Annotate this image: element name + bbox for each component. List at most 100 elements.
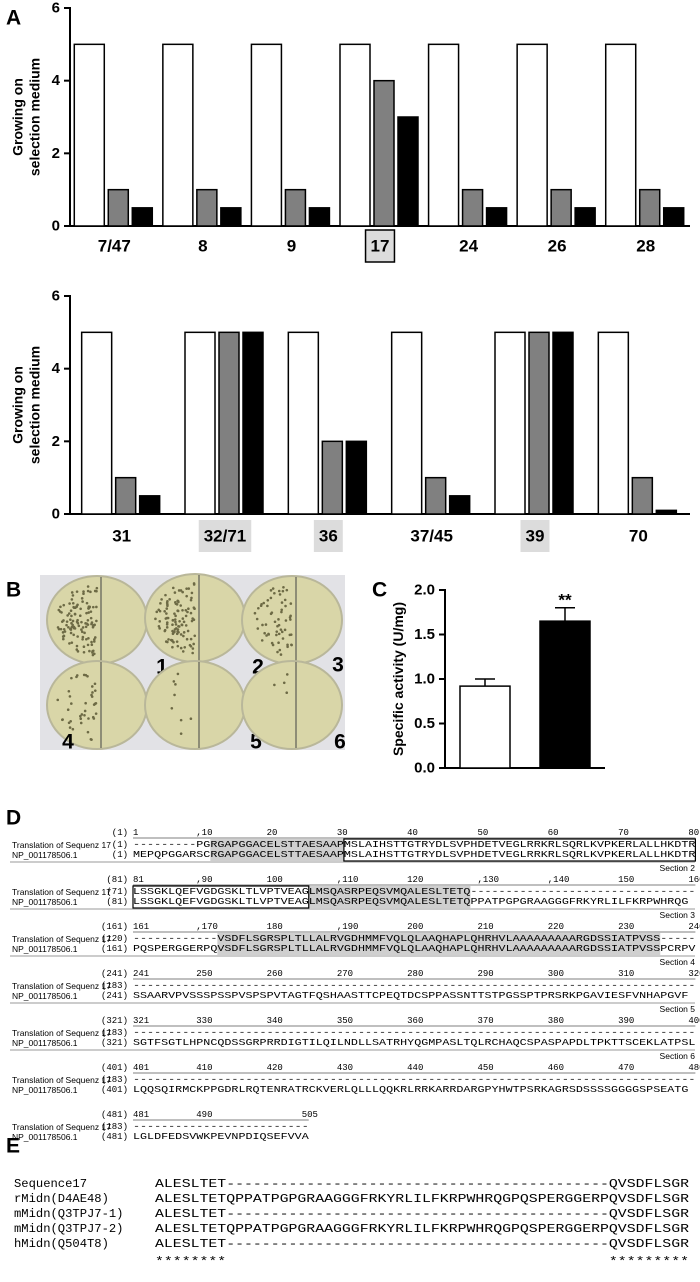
colony [262, 601, 266, 605]
colony [285, 673, 289, 676]
sequence-name: Translation of Sequenz 17 [12, 981, 111, 991]
ruler-label: 410 [196, 1063, 212, 1073]
colony [59, 605, 62, 609]
sequence-name: Translation of Sequenz 17 [12, 1028, 111, 1038]
sequence-name: Translation of Sequenz 17 [12, 934, 111, 944]
sequence-start: (321) [101, 1038, 128, 1048]
colony [174, 601, 177, 604]
colony [192, 642, 195, 646]
colony [181, 608, 184, 612]
bar [638, 188, 661, 227]
colony [89, 610, 93, 613]
colony [181, 617, 185, 620]
plate [144, 573, 246, 663]
ruler-label: 161 [133, 922, 149, 932]
x-tick-label: 28 [636, 237, 655, 256]
sequence-start: (71) [106, 887, 128, 897]
colony [174, 683, 177, 686]
colony [56, 698, 60, 702]
bar [528, 331, 550, 515]
colony [79, 607, 82, 611]
colony [65, 623, 68, 627]
bar [242, 331, 264, 515]
y-tick-label: 1.5 [414, 626, 435, 643]
colony [260, 639, 264, 642]
ruler-label: 60 [548, 828, 559, 838]
bar [114, 476, 137, 515]
colony [281, 637, 285, 640]
y-axis-label: selection medium [27, 58, 43, 176]
ruler-label: 150 [618, 875, 634, 885]
colony [71, 594, 75, 597]
colony [180, 623, 184, 627]
colony [89, 616, 93, 620]
colony [266, 598, 270, 602]
colony [259, 604, 263, 608]
colony [166, 600, 169, 603]
colony [282, 681, 286, 685]
colony [183, 645, 187, 649]
sequence-name: NP_001178506.1 [12, 1038, 78, 1048]
x-tick-label: 32/71 [204, 527, 247, 546]
colony [256, 627, 260, 630]
colony [157, 624, 161, 628]
ruler-label: 240 [688, 922, 700, 932]
colony [83, 713, 86, 717]
colony [93, 636, 97, 639]
colony [277, 632, 281, 636]
ruler-label: 310 [618, 969, 634, 979]
colony [177, 624, 180, 628]
y-tick-label: 2 [52, 145, 60, 162]
colony [176, 609, 179, 613]
colony [273, 683, 276, 687]
ruler-start: (321) [101, 1016, 128, 1026]
colony [80, 620, 83, 624]
colony [166, 616, 170, 620]
colony [86, 674, 89, 678]
colony [181, 590, 184, 594]
colony [179, 646, 183, 650]
sequence-start: (1) [112, 840, 128, 850]
colony [171, 586, 175, 590]
colony [90, 640, 93, 644]
colony [90, 685, 94, 688]
colony [281, 589, 285, 593]
colony [165, 612, 168, 615]
sequence: ALESLTET--------------------------------… [155, 1177, 689, 1191]
ruler-label: ,140 [548, 875, 570, 885]
colony [286, 645, 289, 649]
x-tick-label: 9 [287, 237, 296, 256]
ruler-label: 481 [133, 1110, 149, 1120]
consensus: ******** ********* [155, 1255, 689, 1269]
colony [59, 627, 63, 631]
sequence-name: NP_001178506.1 [12, 850, 78, 860]
ruler-label: 390 [618, 1016, 634, 1026]
colony [83, 631, 86, 635]
ruler-label: 401 [133, 1063, 149, 1073]
ruler-label: 81 [133, 875, 144, 885]
colony [61, 718, 64, 722]
colony [84, 625, 88, 629]
colony [62, 603, 66, 607]
colony [176, 628, 180, 631]
bar [184, 331, 216, 515]
sequence: ALESLTET--------------------------------… [155, 1207, 689, 1221]
colony [72, 605, 75, 609]
colony [174, 620, 177, 624]
colony [79, 717, 83, 721]
colony [69, 609, 73, 612]
colony [283, 628, 287, 632]
colony [95, 619, 98, 623]
identity-shade [308, 886, 471, 908]
colony [70, 591, 74, 594]
ruler-label: ,110 [337, 875, 359, 885]
colony [87, 717, 90, 720]
colony [271, 587, 275, 590]
ruler-label: 100 [267, 875, 283, 885]
colony [85, 611, 88, 615]
plate [241, 660, 343, 750]
colony [82, 592, 85, 596]
bar [345, 440, 368, 515]
colony [270, 611, 274, 614]
colony [192, 606, 196, 609]
